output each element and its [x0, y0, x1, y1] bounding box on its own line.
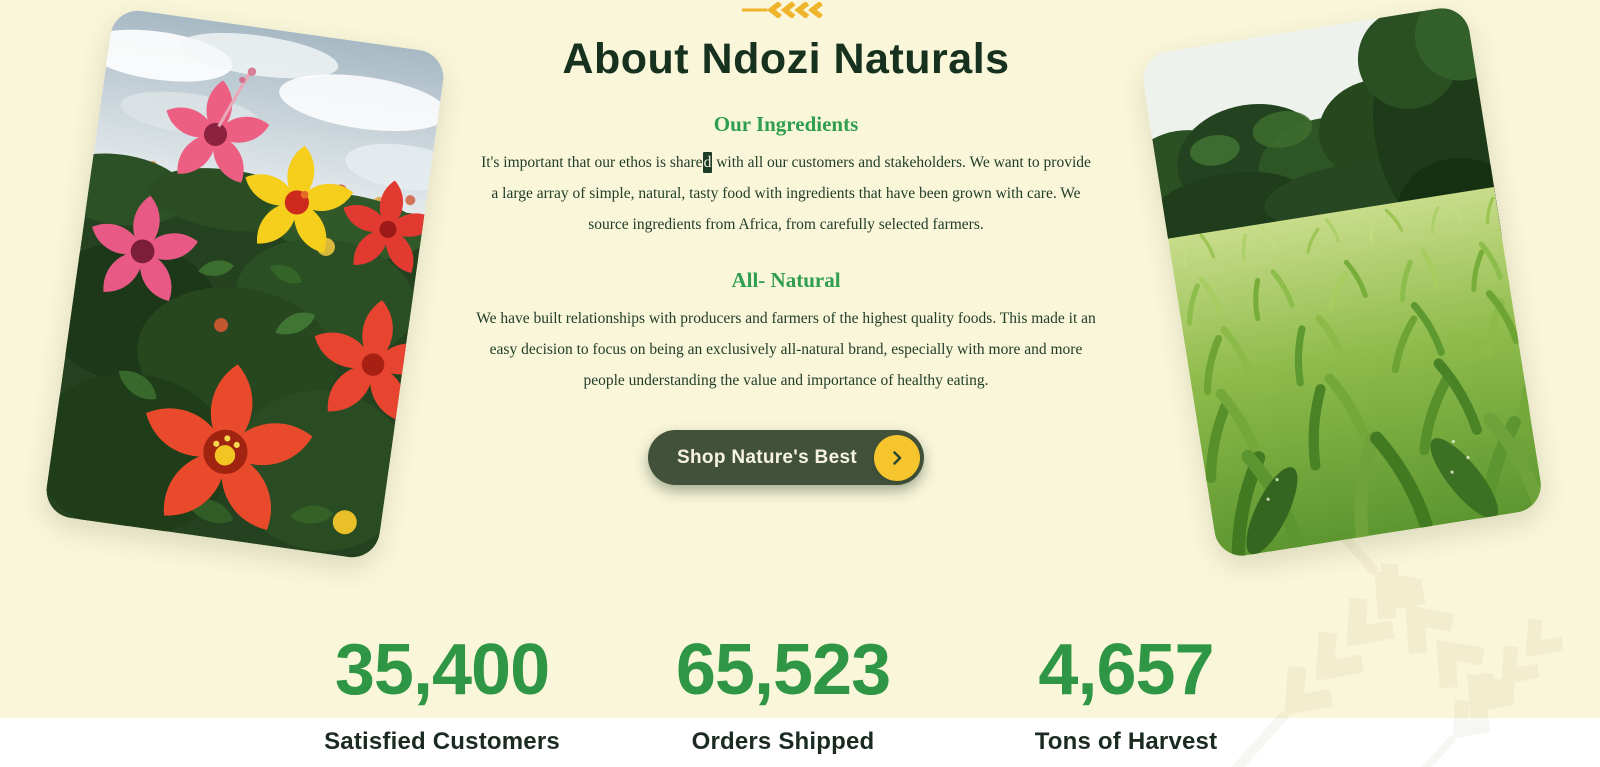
stat-label: Tons of Harvest [1034, 728, 1218, 755]
shop-button-label: Shop Nature's Best [677, 446, 857, 468]
green-crop-field-photo [1139, 4, 1545, 559]
stat-value: 35,400 [334, 630, 550, 710]
hibiscus-photo-illustration [43, 7, 447, 561]
stat-value: 65,523 [675, 630, 891, 710]
stat-label: Orders Shipped [691, 728, 875, 755]
chevron-right-icon [874, 434, 920, 481]
wheat-icon [476, 2, 1096, 18]
ingredients-paragraph: It's important that our ethos is shared … [476, 147, 1096, 240]
stat-tons-of-harvest: 4,657 Tons of Harvest [916, 630, 1336, 756]
ingredients-text-after-cursor: with all our customers and stakeholders.… [491, 154, 1091, 233]
crop-field-photo-illustration [1139, 4, 1545, 559]
about-content-column: About Ndozi Naturals Our Ingredients It'… [476, 0, 1096, 489]
stat-label: Satisfied Customers [324, 728, 560, 755]
text-block-cursor: d [702, 152, 713, 173]
hibiscus-flower-field-photo [43, 7, 447, 561]
shop-natures-best-button[interactable]: Shop Nature's Best [648, 430, 924, 485]
ingredients-text-before-cursor: It's important that our ethos is share [481, 154, 703, 171]
stat-orders-shipped: 65,523 Orders Shipped [573, 630, 993, 756]
subheading-our-ingredients: Our Ingredients [713, 112, 859, 136]
stat-value: 4,657 [1038, 630, 1214, 710]
stat-satisfied-customers: 35,400 Satisfied Customers [232, 630, 652, 756]
all-natural-paragraph: We have built relationships with produce… [476, 310, 1096, 389]
page-title: About Ndozi Naturals [562, 35, 1010, 83]
subheading-all-natural: All- Natural [731, 268, 841, 292]
